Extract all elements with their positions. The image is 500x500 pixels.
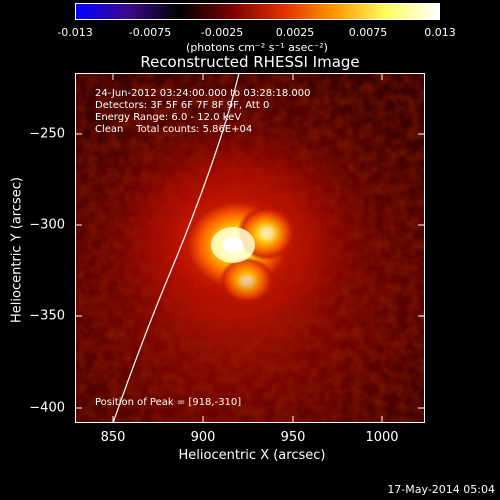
generation-date: 17-May-2014 05:04 — [387, 483, 495, 496]
plot-frame — [75, 73, 425, 423]
y-tick-label: −400 — [29, 400, 65, 416]
energy-range-label: Energy Range: 6.0 - 12.0 keV — [95, 112, 242, 123]
y-tick-label: −300 — [29, 217, 65, 233]
colorbar-tick: 0.0075 — [348, 26, 388, 39]
x-axis-label: Heliocentric X (arcsec) — [178, 448, 326, 463]
x-tick-label: 950 — [280, 430, 306, 445]
peak-position-label: Position of Peak = [918,-310] — [95, 397, 242, 408]
detectors-label: Detectors: 3F 5F 6F 7F 8F 9F, Att 0 — [95, 100, 270, 111]
colorbar-tick: -0.013 — [57, 26, 93, 39]
x-tick-label: 1000 — [365, 430, 399, 445]
colorbar-units: (photons cm⁻² s⁻¹ asec⁻²) — [186, 41, 328, 54]
rhessi-image-canvas — [75, 73, 425, 423]
time-range-label: 24-Jun-2012 03:24:00.000 to 03:28:18.000 — [95, 88, 311, 99]
y-axis-label: Heliocentric Y (arcsec) — [9, 177, 25, 323]
y-tick-label: −350 — [29, 308, 65, 324]
y-tick-label: −250 — [29, 126, 65, 142]
x-tick-label: 900 — [190, 430, 216, 445]
image-title: Reconstructed RHESSI Image — [140, 53, 360, 71]
colorbar — [75, 3, 440, 20]
colorbar-tick: 0.013 — [424, 26, 456, 39]
clean-counts-label: Clean Total counts: 5.86E+04 — [95, 124, 253, 135]
colorbar-tick: 0.0025 — [275, 26, 315, 39]
rhessi-image — [75, 73, 425, 423]
colorbar-tick: -0.0025 — [200, 26, 244, 39]
solar-limb-line — [112, 73, 240, 423]
colorbar-tick: -0.0075 — [128, 26, 172, 39]
x-tick-label: 850 — [100, 430, 126, 445]
